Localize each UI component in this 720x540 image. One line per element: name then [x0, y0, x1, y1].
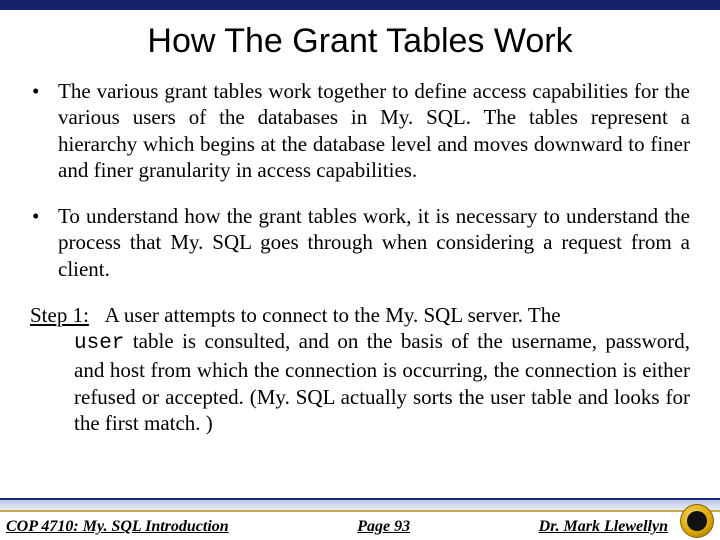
bullet-marker: •	[30, 78, 58, 183]
mono-word: user	[74, 332, 124, 355]
slide-title: How The Grant Tables Work	[0, 22, 720, 61]
top-accent-bar	[0, 0, 720, 10]
bullet-item: • To understand how the grant tables wor…	[30, 203, 690, 282]
step-rest: table is consulted, and on the basis of …	[74, 329, 690, 435]
slide-footer: COP 4710: My. SQL Introduction Page 93 D…	[0, 498, 720, 540]
step-body: user table is consulted, and on the basi…	[30, 328, 690, 436]
bullet-marker: •	[30, 203, 58, 282]
step-lead-text: A user attempts to connect to the My. SQ…	[105, 303, 561, 327]
bullet-text: The various grant tables work together t…	[58, 78, 690, 183]
slide-body: • The various grant tables work together…	[30, 78, 690, 436]
footer-course: COP 4710: My. SQL Introduction	[6, 518, 229, 536]
bullet-text: To understand how the grant tables work,…	[58, 203, 690, 282]
step-label: Step 1:	[30, 303, 89, 327]
footer-page: Page 93	[229, 518, 539, 536]
bullet-item: • The various grant tables work together…	[30, 78, 690, 183]
step-paragraph: Step 1: A user attempts to connect to th…	[30, 302, 690, 436]
footer-author: Dr. Mark Llewellyn	[539, 518, 668, 536]
ucf-logo-icon	[680, 504, 714, 538]
footer-gradient-bar	[0, 498, 720, 512]
footer-text-row: COP 4710: My. SQL Introduction Page 93 D…	[0, 514, 720, 540]
step-lead	[94, 303, 105, 327]
slide: How The Grant Tables Work • The various …	[0, 0, 720, 540]
